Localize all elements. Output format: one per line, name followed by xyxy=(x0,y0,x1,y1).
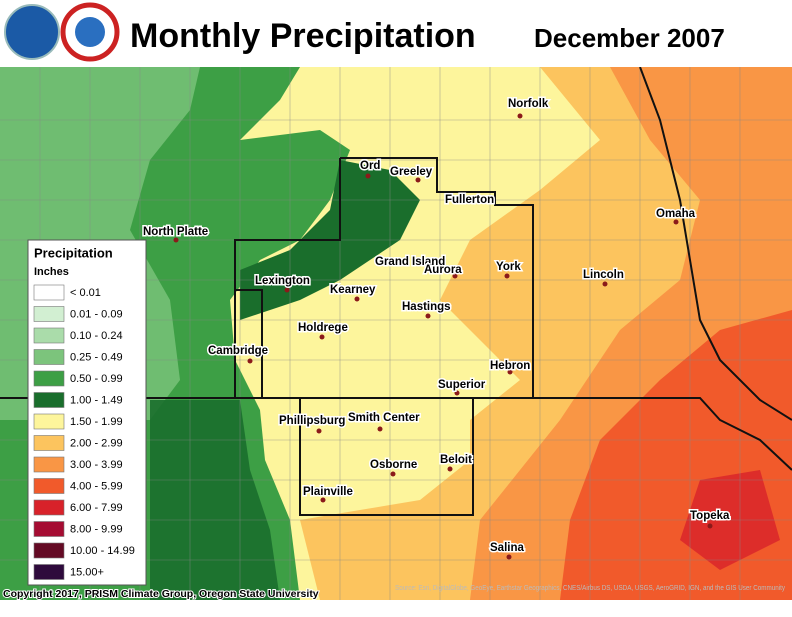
legend-units: Inches xyxy=(34,266,69,278)
city-dot xyxy=(365,173,371,179)
legend-swatch xyxy=(33,478,65,494)
legend-swatch xyxy=(33,521,65,537)
legend-label: 0.50 - 0.99 xyxy=(70,373,123,385)
city-label: Lexington xyxy=(255,275,310,287)
legend-label: 2.00 - 2.99 xyxy=(70,437,123,449)
legend-swatch xyxy=(33,499,65,516)
city-label: Hebron xyxy=(490,360,530,372)
city-label: Plainville xyxy=(303,486,353,498)
city-label: Ord xyxy=(360,160,380,172)
legend: Precipitation Inches < 0.01 0.01 - 0.09 0.… xyxy=(27,239,147,586)
city-dot xyxy=(507,369,513,375)
city-label: Hastings xyxy=(402,301,451,313)
legend-label: 0.10 - 0.24 xyxy=(70,330,123,342)
city-label: Salina xyxy=(490,542,524,554)
source: Source: Esri, DigitalGlobe, GeoEye, Eart… xyxy=(395,585,785,592)
city-label: York xyxy=(496,261,521,273)
city-label: Omaha xyxy=(656,208,696,220)
city-label: North Platte xyxy=(143,226,208,238)
city-label: Beloit xyxy=(440,454,472,466)
legend-label: 3.00 - 3.99 xyxy=(70,459,123,471)
legend-title: Precipitation xyxy=(34,245,113,260)
legend-label: < 0.01 xyxy=(70,287,101,299)
precip-region xyxy=(150,400,280,600)
city-label: Lincoln xyxy=(583,269,624,281)
region-border xyxy=(235,289,263,398)
city-label: Kearney xyxy=(330,284,376,296)
city-dot xyxy=(247,358,253,364)
city-dot xyxy=(316,428,322,434)
city-label: Phillipsburg xyxy=(279,415,345,427)
legend-label: 10.00 - 14.99 xyxy=(70,545,135,557)
city-dot xyxy=(454,390,460,396)
state-border xyxy=(639,66,792,421)
legend-swatch xyxy=(33,392,65,408)
city-dot xyxy=(377,426,383,432)
nws-logo-inner xyxy=(75,17,105,47)
city-dot xyxy=(425,265,431,271)
city-dot xyxy=(354,296,360,302)
legend-label: 6.00 - 7.99 xyxy=(70,502,123,514)
state-border xyxy=(0,397,792,471)
legend-swatch xyxy=(33,370,65,387)
city-dot xyxy=(390,471,396,477)
city-label: Fullerton xyxy=(445,194,494,206)
legend-swatch xyxy=(33,349,65,365)
city-dot xyxy=(602,281,608,287)
city-label: Norfolk xyxy=(508,98,549,110)
legend-label: 0.25 - 0.49 xyxy=(70,351,123,363)
legend-label: 1.00 - 1.49 xyxy=(70,394,123,406)
legend-label: 15.00+ xyxy=(70,566,104,578)
city-dot xyxy=(173,237,179,243)
legend-swatch xyxy=(33,284,65,301)
city-label: Osborne xyxy=(370,459,417,471)
legend-swatch xyxy=(33,435,65,451)
city-label: Aurora xyxy=(424,264,462,276)
region-border xyxy=(234,157,534,516)
city-label: Grand Island xyxy=(375,256,445,268)
city-dot xyxy=(517,113,523,119)
map-base xyxy=(0,66,792,600)
title: Monthly Precipitation xyxy=(130,17,476,55)
legend-label: 8.00 - 9.99 xyxy=(70,523,123,535)
noaa-logo xyxy=(4,4,60,60)
city-dot xyxy=(425,313,431,319)
legend-swatch xyxy=(33,564,65,580)
city-dot xyxy=(504,273,510,279)
legend-swatch xyxy=(33,542,65,559)
legend-swatch xyxy=(33,456,65,473)
city-label: Holdrege xyxy=(298,322,348,334)
city-label: Smith Center xyxy=(348,412,420,424)
city-label: Cambridge xyxy=(208,345,268,357)
city-dot xyxy=(319,334,325,340)
city-dot xyxy=(673,219,679,225)
city-label: Superior xyxy=(438,379,486,391)
header-bar xyxy=(0,0,792,67)
date: December 2007 xyxy=(534,23,725,53)
city-dot xyxy=(447,466,453,472)
copyright: Copyright 2017, PRISM Climate Group, Ore… xyxy=(3,588,319,600)
city-dot xyxy=(320,497,326,503)
legend-items: < 0.01 0.01 - 0.09 0.10 - 0.24 0.25 - 0.49 0… xyxy=(33,284,135,580)
city-dot xyxy=(415,177,421,183)
city-dot xyxy=(459,199,465,205)
cities: North Platte Ord Greeley Fullerton Norfolk Gr… xyxy=(142,97,732,560)
city-dot xyxy=(506,554,512,560)
legend-swatch xyxy=(33,413,65,430)
city-dot xyxy=(707,523,713,529)
legend-label: 4.00 - 5.99 xyxy=(70,480,123,492)
legend-label: 0.01 - 0.09 xyxy=(70,308,123,320)
city-label: Topeka xyxy=(690,510,730,522)
legend-swatch xyxy=(33,327,65,344)
legend-label: 1.50 - 1.99 xyxy=(70,416,123,428)
city-dot xyxy=(452,273,458,279)
city-label: Greeley xyxy=(390,166,433,178)
city-dot xyxy=(284,287,290,293)
legend-swatch xyxy=(33,306,65,322)
